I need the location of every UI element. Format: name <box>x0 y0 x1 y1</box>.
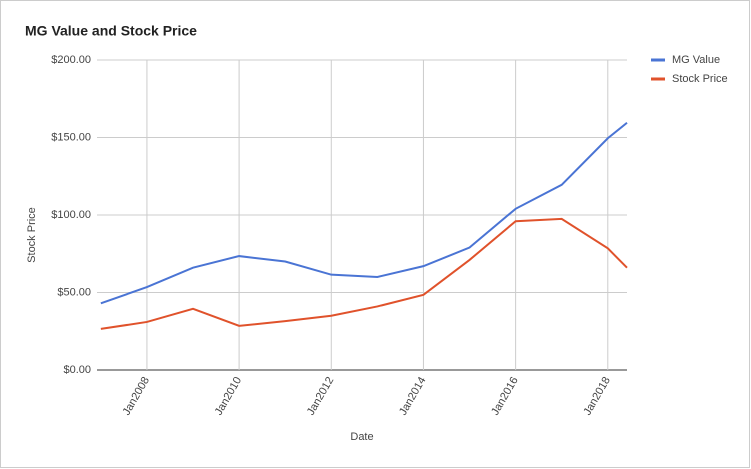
y-tick-label: $100.00 <box>51 209 91 221</box>
x-axis-title: Date <box>350 431 373 443</box>
y-tick-label: $150.00 <box>51 131 91 143</box>
legend-label: MG Value <box>672 54 720 66</box>
y-axis-title: Stock Price <box>26 207 38 263</box>
series-line <box>100 217 628 330</box>
legend-label: Stock Price <box>672 73 728 85</box>
chart-title: MG Value and Stock Price <box>25 23 197 39</box>
series-line <box>100 121 628 305</box>
y-tick-label: $50.00 <box>57 286 91 298</box>
y-tick-label: $200.00 <box>51 54 91 66</box>
y-tick-label: $0.00 <box>63 364 91 376</box>
